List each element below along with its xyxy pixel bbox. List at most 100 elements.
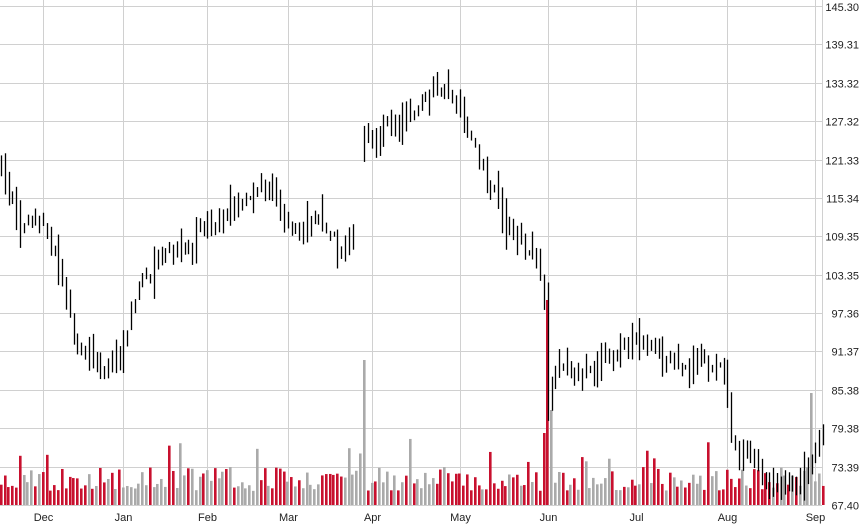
y-tick-label: 127.32 [825, 117, 859, 129]
grid [0, 0, 823, 506]
volume-bar [657, 468, 660, 505]
volume-bar [669, 472, 672, 505]
volume-bar [218, 478, 221, 505]
volume-bar [741, 469, 744, 505]
volume-bar [462, 485, 465, 505]
volume-bar [489, 451, 492, 505]
volume-bar [546, 300, 549, 505]
volume-bar [260, 480, 263, 505]
volume-bar [241, 482, 244, 505]
volume-bar [298, 480, 301, 505]
volume-bar [103, 482, 106, 505]
volume-bar [650, 483, 653, 505]
volume-bar [573, 478, 576, 505]
volume-bar [592, 477, 595, 505]
volume-bar [107, 479, 110, 505]
volume-bar [172, 470, 175, 505]
volume-bar [638, 484, 641, 505]
volume-bar [84, 485, 87, 505]
x-tick-label: Jan [115, 512, 133, 524]
volume-bar [653, 458, 656, 505]
volume-bar [256, 448, 259, 505]
volume-bar [588, 488, 591, 505]
volume-bar [439, 469, 442, 505]
volume-bar [726, 469, 729, 505]
volume-bar [673, 477, 676, 505]
volume-bar [718, 490, 721, 505]
volume-bar [420, 488, 423, 505]
volume-bar [237, 486, 240, 505]
volume-bar [309, 484, 312, 505]
volume-bar [543, 433, 546, 505]
volume-bar [405, 475, 408, 505]
volume-bar [76, 478, 79, 505]
volume-bar [386, 471, 389, 505]
volume-bar [130, 487, 133, 505]
x-tick-label: Apr [364, 512, 381, 524]
volume-bar [527, 461, 530, 505]
volume-bar [470, 490, 473, 505]
volume-bar [145, 485, 148, 505]
volume-bar [806, 467, 809, 505]
volume-bar [367, 490, 370, 505]
volume-bar [516, 474, 519, 505]
volume-bar [202, 473, 205, 505]
volume-bar [134, 488, 137, 505]
volume-bar [267, 485, 270, 505]
volume-bar [57, 490, 60, 505]
volume-bar [436, 483, 439, 505]
volume-bar [72, 478, 75, 505]
volume-bar [290, 477, 293, 505]
y-tick-label: 103.35 [825, 271, 859, 283]
volume-bar [581, 457, 584, 505]
volume-bar [179, 443, 182, 505]
volume-bar [776, 483, 779, 505]
volume-bar [757, 470, 760, 505]
volume-bar [753, 469, 756, 505]
volume-bar [814, 481, 817, 505]
volume-bar [156, 483, 159, 505]
y-tick-label: 121.33 [825, 156, 859, 168]
volume-bar [340, 476, 343, 505]
volume-bar [520, 485, 523, 505]
volume-bar [642, 467, 645, 505]
volume-bar [485, 489, 488, 505]
volume-bar [88, 474, 91, 505]
volume-bar [122, 487, 125, 505]
volume-bar [195, 490, 198, 505]
volume-bar [348, 448, 351, 505]
volume-bar [15, 487, 18, 505]
volume-bar [371, 482, 374, 505]
x-tick-label: Dec [34, 512, 54, 524]
volume-bar [390, 490, 393, 505]
volume-bar [141, 472, 144, 505]
y-tick-label: 115.34 [826, 194, 859, 206]
volume-bar [501, 480, 504, 505]
y-tick-label: 79.38 [831, 424, 859, 436]
volume-bar [49, 490, 52, 505]
volume-bar [619, 490, 622, 505]
volume-bar [703, 489, 706, 505]
volume-bar [734, 487, 737, 505]
x-axis-tick-labels: Dec Jan Feb Mar Apr May Jun Jul Aug Sep [34, 512, 826, 524]
volume-bar [615, 490, 618, 505]
volume-bar [313, 489, 316, 505]
volume-bar [53, 485, 56, 505]
volume-bar [393, 475, 396, 505]
volume-bar [447, 473, 450, 505]
volume-bar [539, 490, 542, 505]
volume-bar [730, 478, 733, 505]
volume-bar [711, 476, 714, 505]
volume-bar [183, 475, 186, 505]
volume-bar [497, 488, 500, 505]
volume-bar [455, 473, 458, 505]
x-tick-label: Aug [718, 512, 738, 524]
volume-bar [585, 461, 588, 505]
volume-bar [168, 445, 171, 505]
volume-bar [0, 484, 3, 505]
volume-bar [306, 472, 309, 505]
volume-bar [38, 474, 41, 505]
volume-bar [187, 468, 190, 505]
volume-bar [279, 468, 282, 505]
